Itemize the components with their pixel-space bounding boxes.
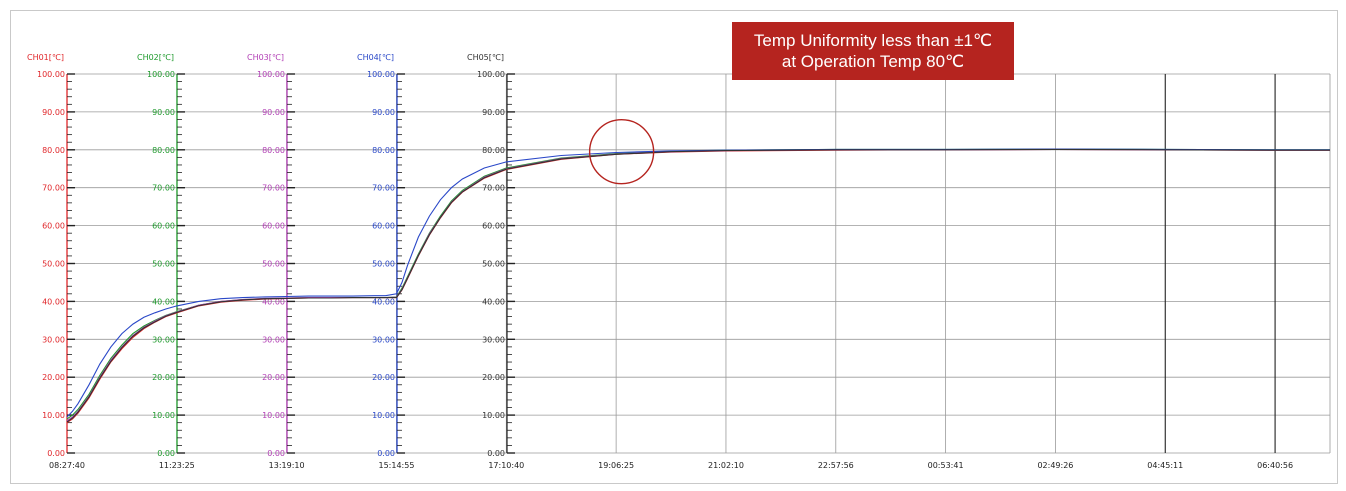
y-axis-title: CH03[℃] bbox=[247, 53, 284, 62]
y-tick-label: 50.00 bbox=[42, 260, 65, 269]
y-tick-label: 20.00 bbox=[42, 373, 65, 382]
y-tick-label: 80.00 bbox=[42, 146, 65, 155]
y-tick-label: 40.00 bbox=[152, 297, 175, 306]
y-tick-label: 70.00 bbox=[262, 184, 285, 193]
series-line-ch01 bbox=[66, 148, 1330, 424]
y-tick-label: 10.00 bbox=[262, 411, 285, 420]
y-tick-label: 30.00 bbox=[262, 335, 285, 344]
y-tick-label: 50.00 bbox=[262, 260, 285, 269]
y-tick-label: 90.00 bbox=[372, 108, 395, 117]
y-tick-label: 0.00 bbox=[47, 449, 65, 458]
y-tick-label: 30.00 bbox=[372, 335, 395, 344]
x-tick-label: 11:23:25 bbox=[159, 461, 195, 470]
y-tick-label: 80.00 bbox=[482, 146, 505, 155]
y-tick-label: 40.00 bbox=[372, 297, 395, 306]
y-tick-label: 80.00 bbox=[152, 146, 175, 155]
y-tick-label: 40.00 bbox=[262, 297, 285, 306]
y-tick-label: 60.00 bbox=[482, 222, 505, 231]
x-tick-label: 17:10:40 bbox=[488, 461, 524, 470]
y-tick-label: 90.00 bbox=[152, 108, 175, 117]
y-tick-label: 60.00 bbox=[372, 222, 395, 231]
y-axis-title: CH05[℃] bbox=[467, 53, 504, 62]
y-tick-label: 20.00 bbox=[262, 373, 285, 382]
y-tick-label: 10.00 bbox=[42, 411, 65, 420]
x-tick-label: 06:40:56 bbox=[1257, 461, 1293, 470]
y-tick-label: 50.00 bbox=[152, 260, 175, 269]
y-axis-title: CH02[℃] bbox=[137, 53, 174, 62]
x-tick-label: 02:49:26 bbox=[1037, 461, 1073, 470]
chart-frame bbox=[10, 10, 1338, 484]
x-tick-label: 00:53:41 bbox=[928, 461, 964, 470]
y-tick-label: 70.00 bbox=[152, 184, 175, 193]
x-axis: 08:27:40 11:23:25 13:19:10 15:14:55 17:10:40… bbox=[49, 461, 1293, 470]
annotation-line-1: Temp Uniformity less than ±1℃ bbox=[753, 31, 993, 50]
annotation-line-2: at Operation Temp 80℃ bbox=[781, 52, 965, 71]
y-tick-label: 0.00 bbox=[377, 449, 395, 458]
y-axis-title: CH01[℃] bbox=[27, 53, 64, 62]
y-tick-label: 10.00 bbox=[482, 411, 505, 420]
y-tick-label: 100.00 bbox=[367, 70, 395, 79]
series-lines bbox=[66, 148, 1330, 424]
y-tick-label: 30.00 bbox=[482, 335, 505, 344]
series-line-ch03 bbox=[66, 148, 1330, 422]
y-tick-label: 40.00 bbox=[482, 297, 505, 306]
series-line-ch05 bbox=[66, 148, 1330, 423]
grid bbox=[66, 73, 1331, 454]
y-axis-5: 0.00 10.00 20.00 30.00 40.00 50.00 60.00 70.00 8… bbox=[467, 53, 515, 458]
y-tick-label: 100.00 bbox=[257, 70, 285, 79]
y-tick-label: 10.00 bbox=[152, 411, 175, 420]
y-tick-label: 60.00 bbox=[152, 222, 175, 231]
y-axis-title: CH04[℃] bbox=[357, 53, 394, 62]
x-tick-label: 22:57:56 bbox=[818, 461, 854, 470]
y-tick-label: 0.00 bbox=[157, 449, 175, 458]
y-tick-label: 90.00 bbox=[42, 108, 65, 117]
y-tick-label: 0.00 bbox=[487, 449, 505, 458]
y-tick-label: 20.00 bbox=[482, 373, 505, 382]
y-tick-label: 40.00 bbox=[42, 297, 65, 306]
series-line-ch02 bbox=[66, 148, 1330, 420]
x-tick-label: 15:14:55 bbox=[379, 461, 415, 470]
y-tick-label: 30.00 bbox=[152, 335, 175, 344]
y-tick-label: 100.00 bbox=[37, 70, 65, 79]
y-tick-label: 100.00 bbox=[477, 70, 505, 79]
y-tick-label: 20.00 bbox=[372, 373, 395, 382]
y-tick-label: 100.00 bbox=[147, 70, 175, 79]
y-tick-label: 0.00 bbox=[267, 449, 285, 458]
y-tick-label: 70.00 bbox=[42, 184, 65, 193]
y-axis-1: 0.00 10.00 20.00 30.00 40.00 50.00 60.00 70.00 8… bbox=[27, 53, 75, 458]
y-axes: 0.00 10.00 20.00 30.00 40.00 50.00 60.00 70.00 8… bbox=[27, 53, 515, 458]
highlight-circle bbox=[588, 118, 655, 185]
x-tick-label: 21:02:10 bbox=[708, 461, 744, 470]
x-tick-label: 04:45:11 bbox=[1147, 461, 1183, 470]
x-tick-label: 08:27:40 bbox=[49, 461, 85, 470]
y-tick-label: 50.00 bbox=[482, 260, 505, 269]
y-tick-label: 70.00 bbox=[372, 184, 395, 193]
y-tick-label: 60.00 bbox=[262, 222, 285, 231]
x-tick-label: 19:06:25 bbox=[598, 461, 634, 470]
x-tick-label: 13:19:10 bbox=[269, 461, 305, 470]
y-tick-label: 70.00 bbox=[482, 184, 505, 193]
series-line-ch04 bbox=[66, 148, 1330, 418]
y-tick-label: 80.00 bbox=[372, 146, 395, 155]
y-tick-label: 80.00 bbox=[262, 146, 285, 155]
y-tick-label: 20.00 bbox=[152, 373, 175, 382]
y-axis-3: 0.00 10.00 20.00 30.00 40.00 50.00 60.00 70.00 8… bbox=[247, 53, 295, 458]
y-axis-2: 0.00 10.00 20.00 30.00 40.00 50.00 60.00 70.00 8… bbox=[137, 53, 185, 458]
y-tick-label: 60.00 bbox=[42, 222, 65, 231]
y-tick-label: 50.00 bbox=[372, 260, 395, 269]
y-tick-label: 10.00 bbox=[372, 411, 395, 420]
annotation-callout: Temp Uniformity less than ±1℃ at Operati… bbox=[732, 22, 1014, 80]
y-tick-label: 90.00 bbox=[482, 108, 505, 117]
y-tick-label: 90.00 bbox=[262, 108, 285, 117]
y-axis-4: 0.00 10.00 20.00 30.00 40.00 50.00 60.00 70.00 8… bbox=[357, 53, 405, 458]
y-tick-label: 30.00 bbox=[42, 335, 65, 344]
